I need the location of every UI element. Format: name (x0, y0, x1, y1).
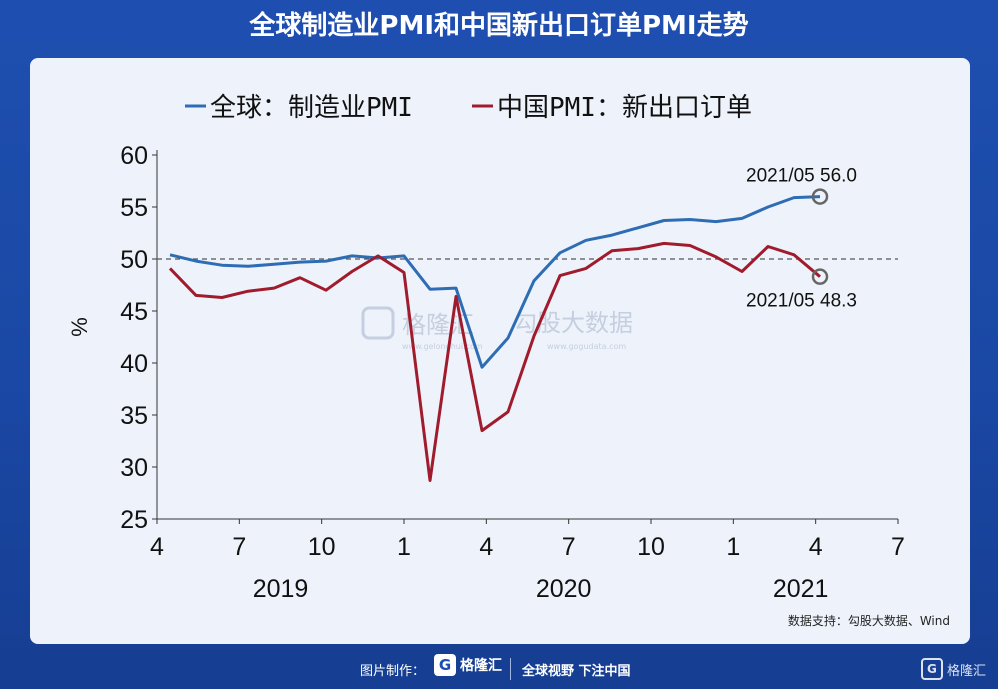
legend-label-global: 全球：制造业PMI (210, 93, 413, 123)
annotation-marker (811, 188, 829, 205)
series-line-china (168, 241, 821, 482)
x-tick-label: 7 (562, 533, 576, 561)
corner-logo-icon: G (920, 658, 943, 680)
corner-brand: 格隆汇 (946, 663, 986, 679)
y-tick-label: 55 (120, 194, 148, 222)
watermark-right-text: 勾股大数据 (513, 309, 633, 337)
annotations: 2021/05 56.0 2021/05 48.3 (746, 166, 857, 312)
x-tick-label: 4 (150, 533, 164, 561)
year-label: 2019 (253, 575, 309, 603)
footer-logo: G 格隆汇 (434, 654, 502, 676)
x-tick-label: 1 (726, 533, 740, 561)
year-label: 2020 (536, 575, 592, 603)
legend-label-china: 中国PMI：新出口订单 (497, 93, 752, 123)
y-tick-label: 40 (120, 350, 148, 378)
y-tick-label: 35 (120, 402, 148, 430)
series-line-global (169, 195, 821, 369)
footer-made-by: 图片制作： (360, 664, 426, 679)
x-tick-label: 7 (891, 533, 905, 561)
y-tick-label: 50 (120, 246, 148, 274)
series-lines (168, 195, 821, 482)
footer-brand: 格隆汇 (460, 658, 502, 674)
chart-card: 格隆汇 www.gelonghui.com 勾股大数据 www.gogudata.co… (30, 58, 970, 644)
watermark-right-sub: www.gogudata.com (547, 342, 626, 351)
corner-logo: G 格隆汇 (920, 658, 986, 680)
gelonghui-logo-icon: G (434, 654, 456, 676)
annotation-label: 2021/05 48.3 (746, 291, 857, 312)
chart-title: 全球制造业PMI和中国新出口订单PMI走势 (249, 11, 749, 41)
y-tick-label: 30 (120, 454, 148, 482)
x-tick-label: 10 (637, 533, 665, 561)
line-chart: 格隆汇www.gelonghui.com勾股大数据www.gogudata.co… (67, 93, 905, 603)
watermark: 格隆汇www.gelonghui.com勾股大数据www.gogudata.co… (361, 306, 633, 351)
x-tick-label: 1 (397, 533, 411, 561)
footer: 图片制作： G 格隆汇 全球视野 下注中国 G 格隆汇 (0, 650, 998, 689)
x-tick-label: 7 (232, 533, 246, 561)
year-label: 2021 (773, 575, 829, 603)
y-tick-label: 25 (120, 506, 148, 534)
x-tick-label: 10 (308, 533, 336, 561)
annotation-marker (811, 268, 829, 285)
footer-slogan: 全球视野 下注中国 (522, 664, 631, 679)
watermark-left-sub: www.gelonghui.com (402, 342, 483, 351)
x-tick-label: 4 (809, 533, 823, 561)
x-tick-label: 4 (479, 533, 493, 561)
legend: 全球：制造业PMI 中国PMI：新出口订单 (185, 93, 752, 123)
footer-divider (510, 658, 511, 680)
watermark-left-icon (361, 306, 395, 340)
y-tick-label: 60 (120, 142, 148, 170)
annotation-label: 2021/05 56.0 (746, 166, 857, 187)
y-tick-label: 45 (120, 298, 148, 326)
data-source: 数据支持：勾股大数据、Wind (787, 614, 950, 628)
y-axis-label: % (67, 317, 92, 337)
